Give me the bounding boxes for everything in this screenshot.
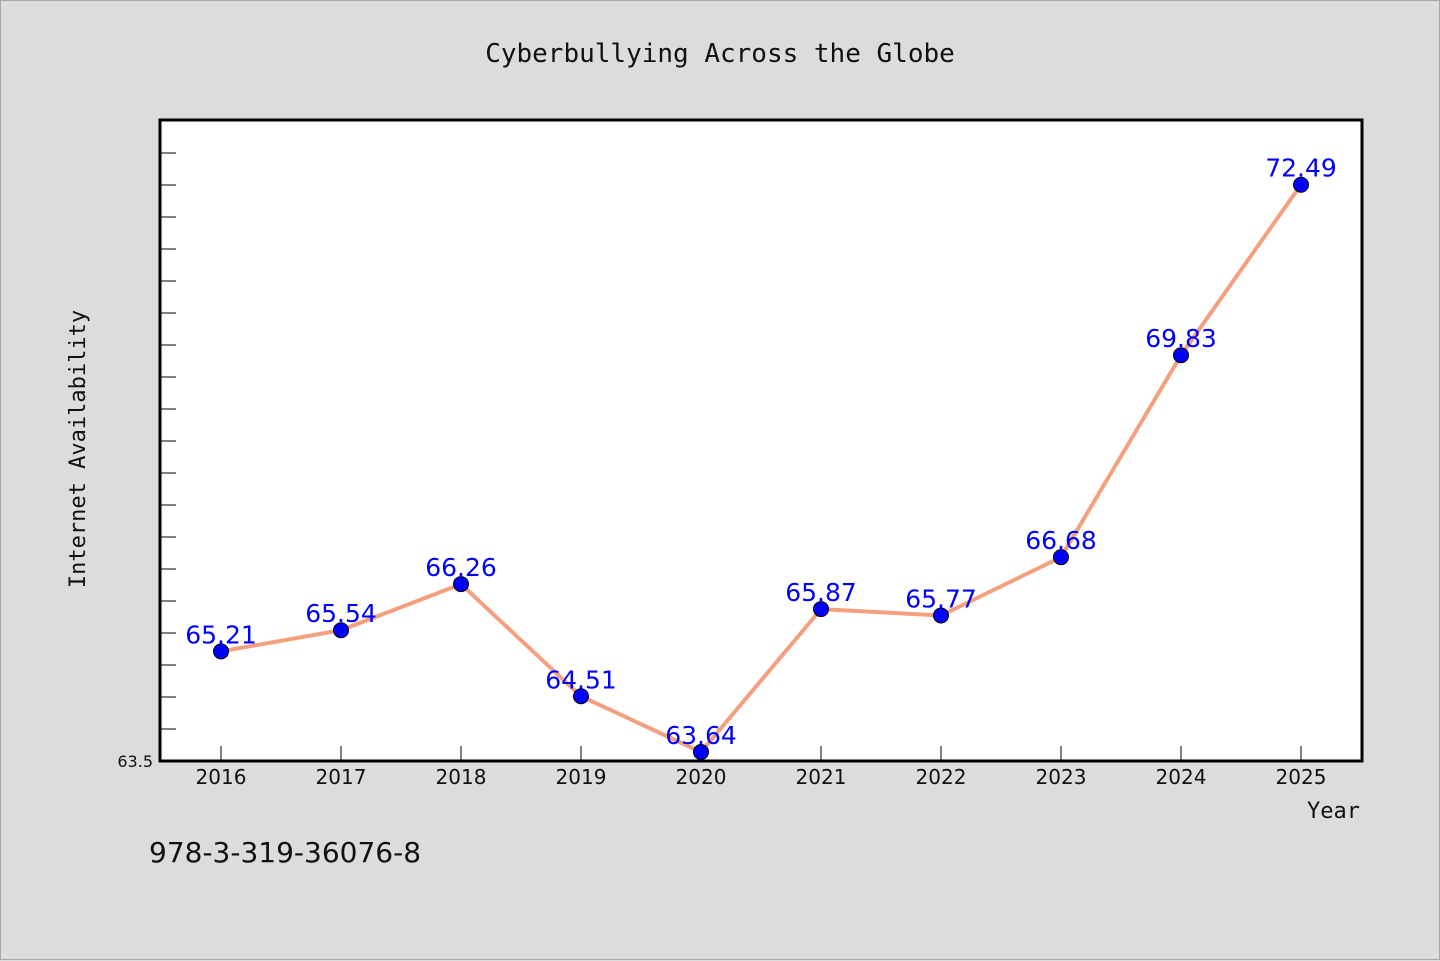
x-tick-label: 2024 <box>1156 765 1207 789</box>
data-point <box>933 607 949 624</box>
y-axis-label: Internet Availability <box>66 310 91 588</box>
data-point <box>333 622 349 639</box>
data-label: 66.68 <box>1025 526 1097 555</box>
x-tick-label: 2023 <box>1036 765 1087 789</box>
x-tick-label: 2021 <box>796 765 847 789</box>
data-point <box>213 643 229 660</box>
data-labels: 65.21 65.54 66.26 64.51 63.64 65.87 65.77 66.68… <box>185 154 1337 750</box>
data-label: 65.87 <box>785 578 857 607</box>
plot-area <box>158 118 1364 763</box>
data-point <box>1053 549 1069 566</box>
data-point <box>1173 347 1189 364</box>
x-axis-label: Year <box>1307 799 1360 824</box>
y-minor-ticks <box>160 120 176 762</box>
y-tick-label: 63.5 <box>117 752 153 771</box>
x-axis-ticks: 2016 2017 2018 2019 2020 2021 2022 2023 2024 2025 <box>196 746 1327 789</box>
data-label: 65.21 <box>185 620 257 649</box>
data-label: 66.26 <box>425 553 497 582</box>
x-tick-label: 2020 <box>676 765 727 789</box>
x-tick-label: 2022 <box>916 765 967 789</box>
data-label: 64.51 <box>545 665 617 694</box>
footnote-code: 978-3-319-36076-8 <box>149 836 422 869</box>
data-label: 69.83 <box>1145 324 1217 353</box>
x-tick-label: 2016 <box>196 765 247 789</box>
data-label: 65.54 <box>305 599 377 628</box>
x-tick-label: 2019 <box>556 765 607 789</box>
x-tick-label: 2025 <box>1276 765 1327 789</box>
data-label: 72.49 <box>1265 154 1337 183</box>
data-point <box>813 601 829 618</box>
data-point <box>1293 176 1309 193</box>
data-label: 63.64 <box>665 721 737 750</box>
data-point <box>693 744 709 761</box>
series-markers <box>213 176 1309 761</box>
data-label: 65.77 <box>905 584 977 613</box>
x-tick-label: 2018 <box>436 765 487 789</box>
x-tick-label: 2017 <box>316 765 367 789</box>
data-point <box>453 576 469 593</box>
series-line <box>220 183 1303 754</box>
data-point <box>573 688 589 705</box>
chart-title: Cyberbullying Across the Globe <box>485 39 955 69</box>
